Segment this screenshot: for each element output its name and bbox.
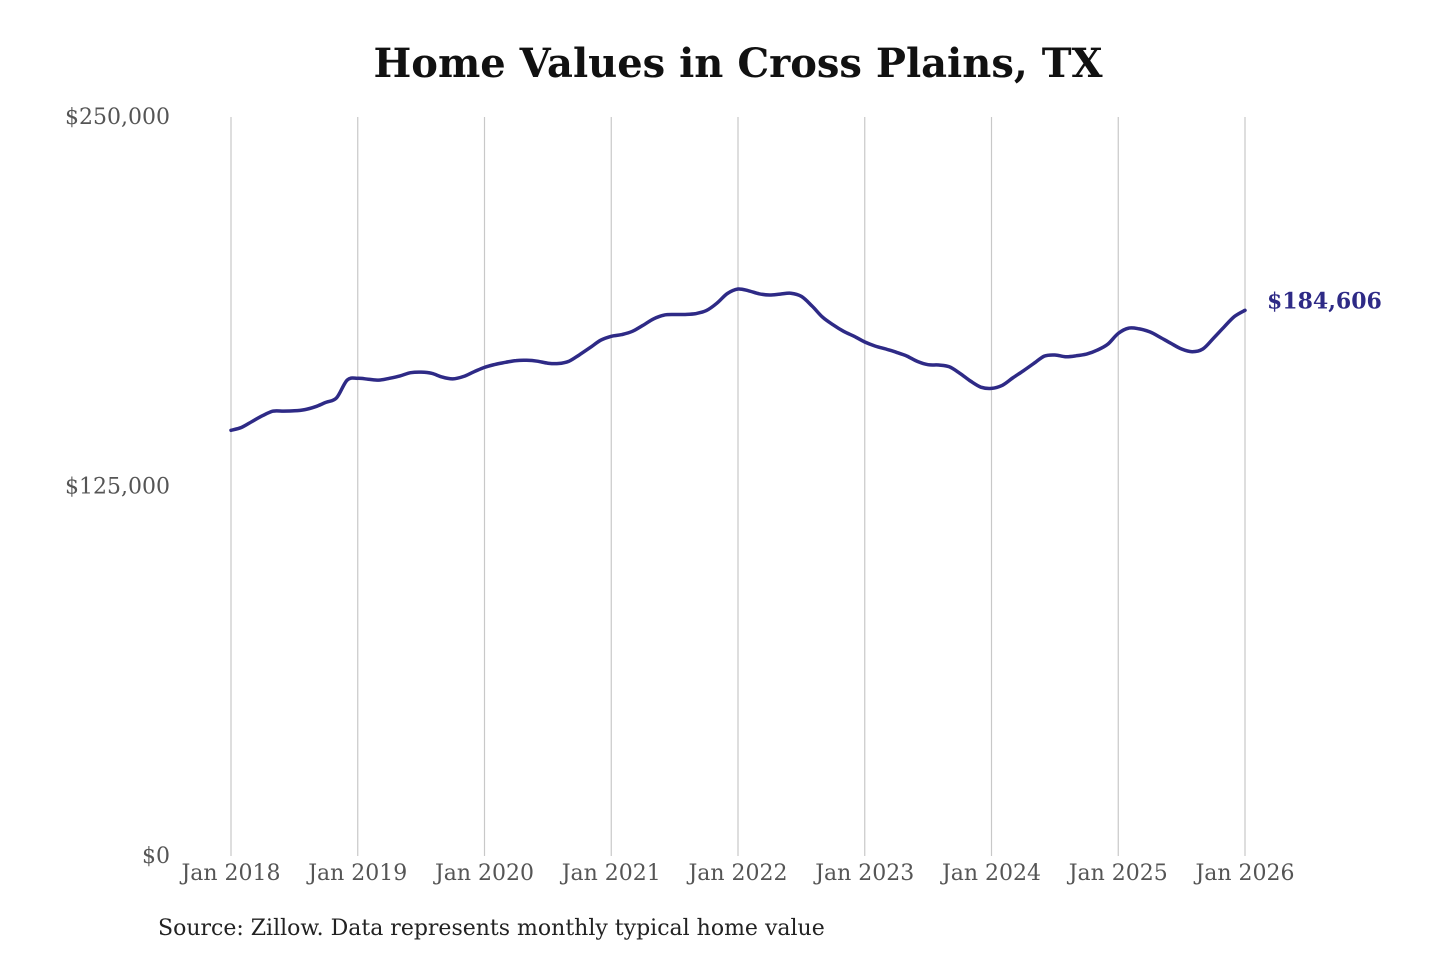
gridlines bbox=[230, 117, 1246, 856]
y-axis: $0 $125,000 $250,000 bbox=[65, 105, 170, 869]
end-value-label: $184,606 bbox=[1267, 288, 1382, 314]
chart-title: Home Values in Cross Plains, TX bbox=[373, 40, 1103, 87]
x-tick-label: Jan 2018 bbox=[179, 861, 280, 886]
x-tick-label: Jan 2019 bbox=[306, 861, 407, 886]
x-axis: Jan 2018 Jan 2019 Jan 2020 Jan 2021 Jan 2022… bbox=[179, 861, 1294, 886]
source-note: Source: Zillow. Data represents monthly … bbox=[158, 916, 825, 941]
y-tick-label: $125,000 bbox=[65, 475, 170, 500]
x-tick-label: Jan 2022 bbox=[686, 861, 787, 886]
x-tick-label: Jan 2020 bbox=[433, 861, 534, 886]
x-tick-label: Jan 2025 bbox=[1067, 861, 1168, 886]
x-tick-label: Jan 2026 bbox=[1193, 861, 1294, 886]
y-tick-label: $250,000 bbox=[65, 105, 170, 130]
x-tick-label: Jan 2024 bbox=[940, 861, 1041, 886]
y-tick-label: $0 bbox=[142, 844, 170, 869]
x-tick-label: Jan 2021 bbox=[560, 861, 661, 886]
x-tick-label: Jan 2023 bbox=[813, 861, 914, 886]
home-value-line bbox=[229, 287, 1247, 433]
